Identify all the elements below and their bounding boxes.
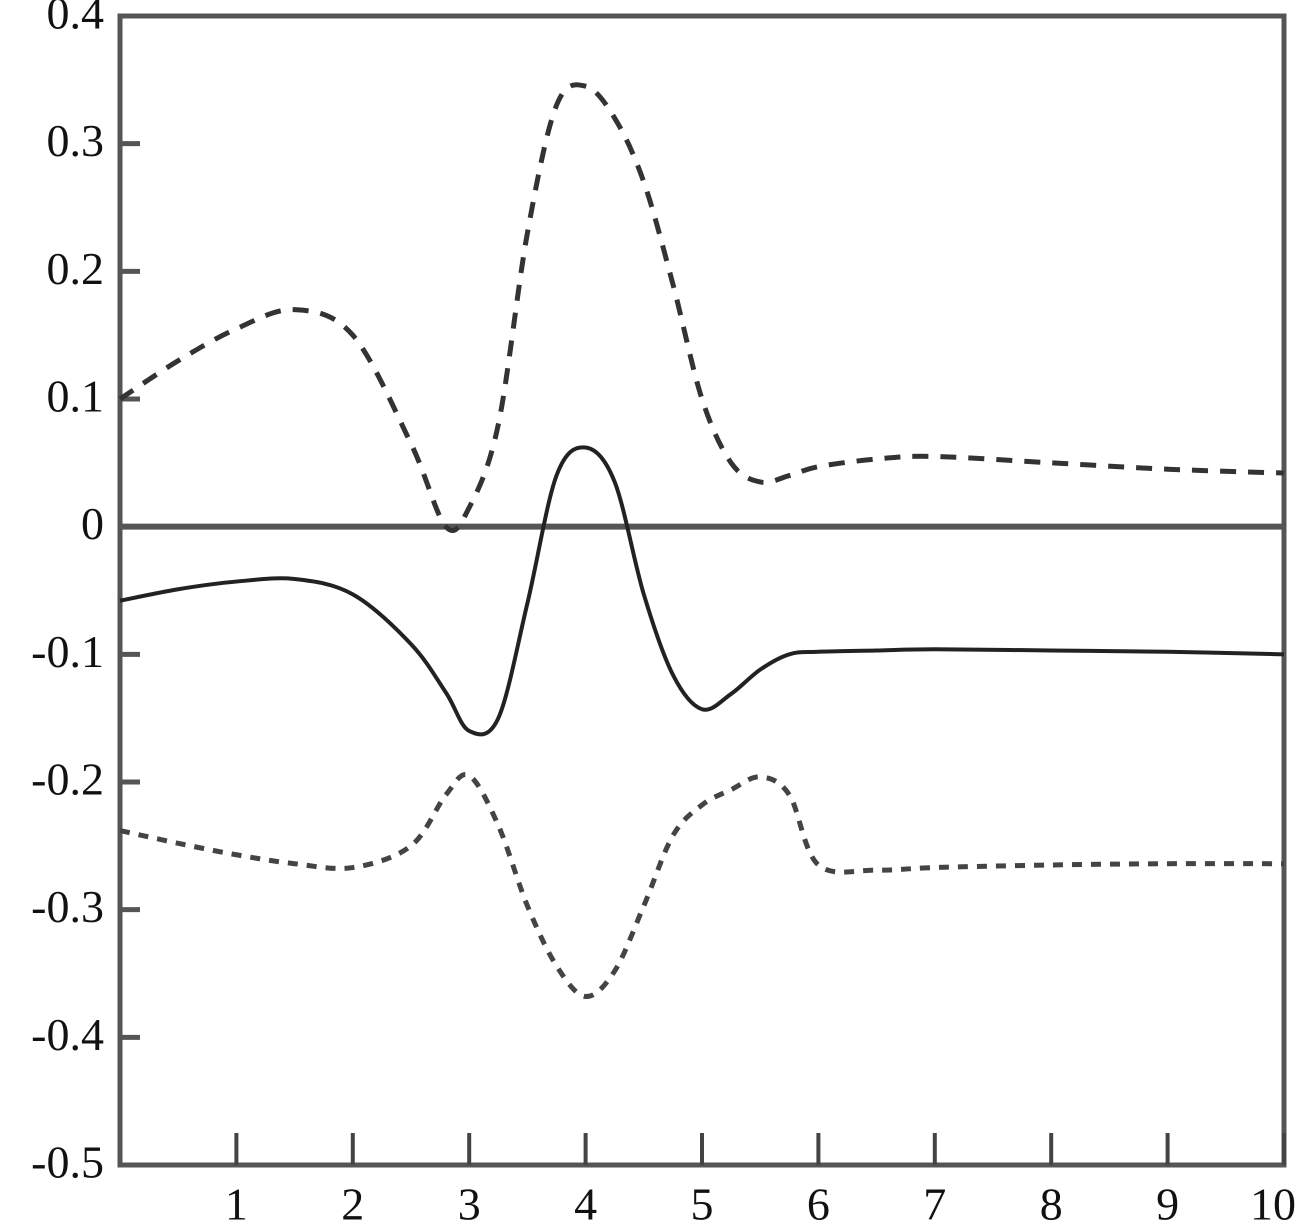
data-line — [119, 772, 1285, 999]
x-tick-label: 7 — [923, 1179, 946, 1229]
y-tick-label: 0 — [81, 498, 104, 549]
y-tick-label: 0.4 — [47, 0, 105, 39]
data-line — [119, 445, 1285, 737]
y-tick-label: -0.4 — [31, 1009, 104, 1060]
y-tick-label: -0.3 — [31, 881, 104, 932]
y-tick-label: 0.2 — [47, 243, 105, 294]
x-tick-label: 1 — [225, 1179, 248, 1229]
y-tick-label: -0.1 — [31, 626, 104, 677]
y-tick-label: 0.1 — [47, 371, 105, 422]
x-tick-label: 4 — [574, 1179, 597, 1229]
plot-frame — [117, 13, 1287, 1168]
data-line — [118, 82, 1285, 533]
y-tick-label: -0.2 — [31, 754, 104, 805]
x-tick-label: 5 — [691, 1179, 714, 1229]
x-tick-label: 2 — [341, 1179, 364, 1229]
y-tick-label: -0.5 — [31, 1137, 104, 1188]
x-tick-label: 6 — [807, 1179, 830, 1229]
x-tick-label: 3 — [458, 1179, 481, 1229]
y-tick-label: 0.3 — [47, 115, 105, 166]
x-tick-label: 10 — [1250, 1179, 1296, 1229]
x-tick-label: 9 — [1156, 1179, 1179, 1229]
x-tick-label: 8 — [1040, 1179, 1063, 1229]
